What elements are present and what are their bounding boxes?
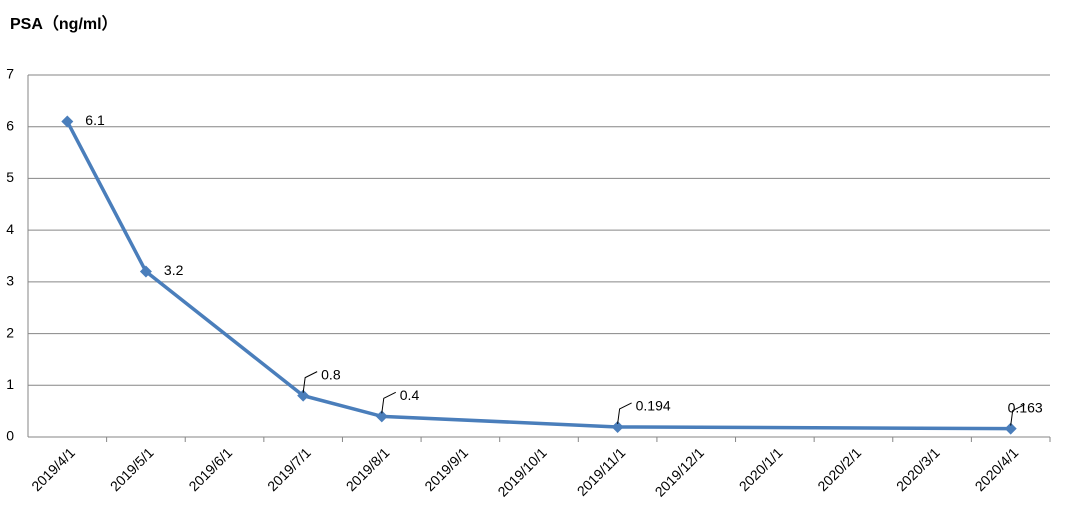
leader-line [617, 402, 632, 425]
chart-title: PSA（ng/ml） [10, 15, 118, 33]
data-label: 0.194 [636, 398, 671, 414]
leader-line [302, 371, 318, 393]
marker [297, 389, 310, 402]
x-tick-label: 2019/7/1 [264, 444, 314, 494]
y-tick-label: 3 [6, 273, 14, 289]
x-tick-label: 2020/2/1 [814, 444, 864, 494]
y-tick-label: 7 [6, 66, 14, 82]
marker [611, 420, 624, 433]
marker [139, 265, 152, 278]
line [65, 120, 1011, 431]
x-tick-label: 2020/3/1 [893, 444, 943, 494]
x-tick-label: 2019/9/1 [421, 444, 471, 494]
data-label: 6.1 [85, 112, 105, 128]
y-tick-label: 6 [6, 117, 14, 133]
y-tick-label: 1 [6, 376, 14, 392]
x-tick-label: 2020/4/1 [972, 444, 1022, 494]
marker [61, 115, 74, 128]
x-tick-label: 2019/8/1 [343, 444, 393, 494]
x-tick-label: 2019/6/1 [185, 444, 235, 494]
y-tick-label: 0 [6, 428, 14, 444]
leader-line [381, 391, 396, 414]
x-tick-label: 2019/5/1 [107, 444, 157, 494]
x-tick-label: 2020/1/1 [736, 444, 786, 494]
y-tick-label: 2 [6, 324, 14, 340]
marker [375, 410, 388, 423]
data-label: 0.8 [321, 366, 341, 382]
x-tick-label: 2019/12/1 [652, 444, 708, 500]
y-tick-label: 4 [6, 221, 14, 237]
x-tick-label: 2019/10/1 [494, 444, 550, 500]
marker [1004, 422, 1017, 435]
y-tick-label: 5 [6, 169, 14, 185]
data-label: 3.2 [164, 262, 184, 278]
x-tick-label: 2019/4/1 [28, 444, 78, 494]
x-tick-label: 2019/11/1 [574, 444, 629, 499]
data-label: 0.163 [1008, 399, 1043, 415]
leader-line [1010, 404, 1025, 426]
data-label: 0.4 [400, 387, 420, 403]
